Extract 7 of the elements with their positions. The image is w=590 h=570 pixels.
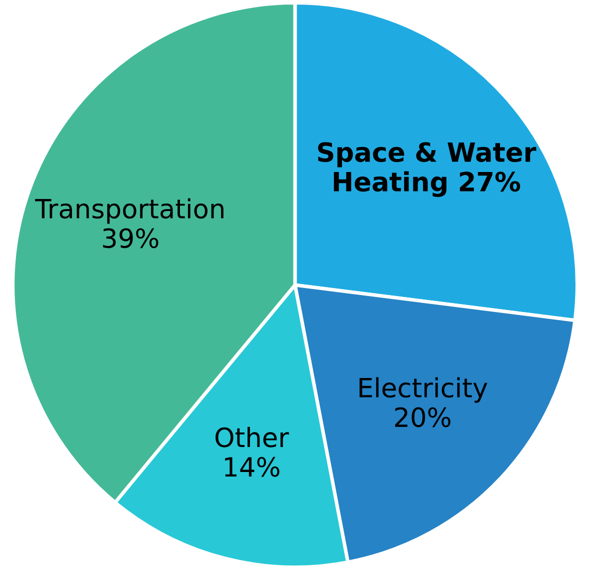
data-label: 14% — [225, 456, 280, 477]
data-label: 39% — [103, 228, 158, 248]
slice-label: Other — [216, 426, 289, 448]
slice-label: Space & Water Heating 27% — [318, 142, 536, 197]
slice-label: Transportation — [35, 198, 224, 224]
slice-label: Electricity — [360, 377, 488, 403]
data-label: 20% — [395, 407, 450, 428]
